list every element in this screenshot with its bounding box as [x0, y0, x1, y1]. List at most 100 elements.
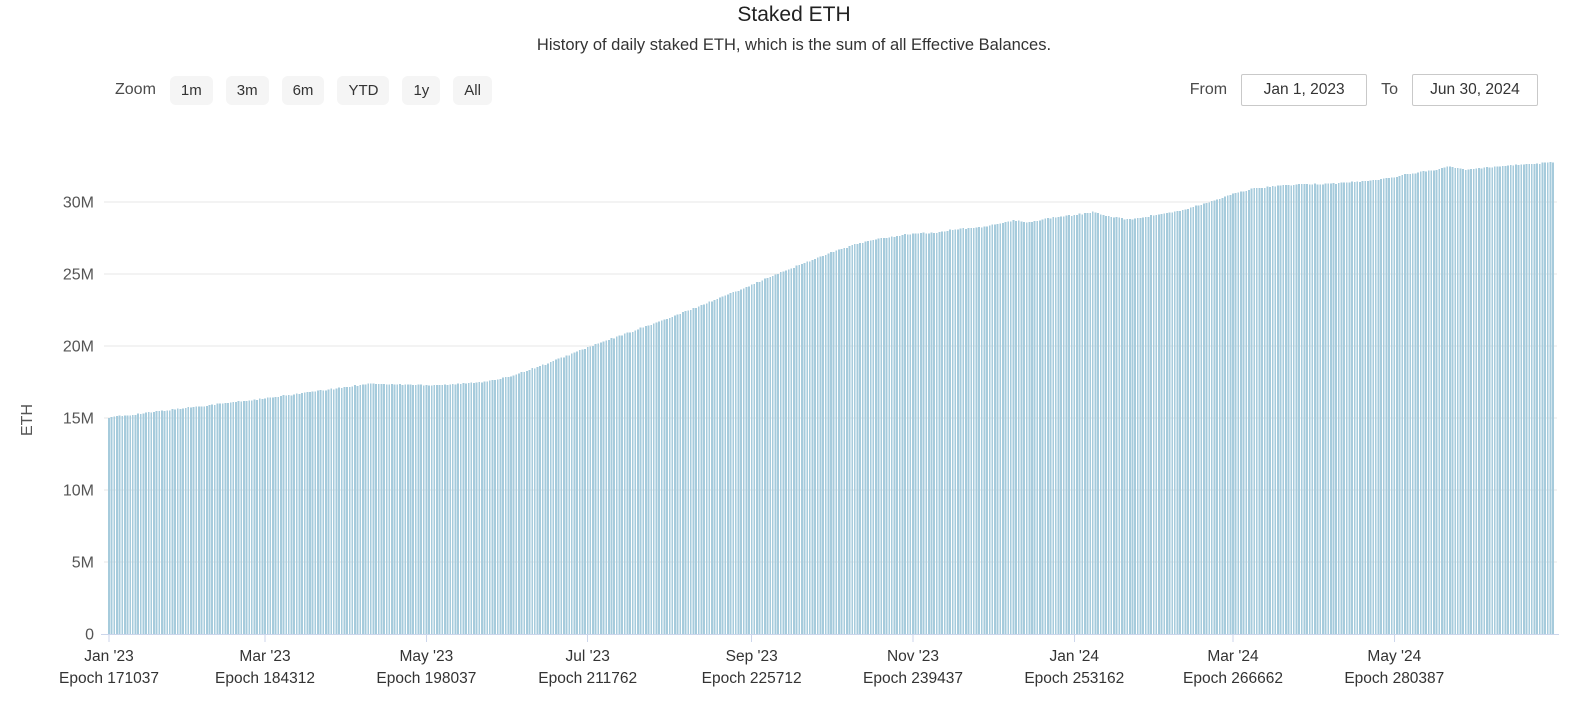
column-bar[interactable]	[1435, 169, 1438, 635]
column-bar[interactable]	[1171, 212, 1174, 634]
column-bar[interactable]	[208, 404, 211, 634]
column-bar[interactable]	[724, 295, 727, 634]
column-bar[interactable]	[642, 327, 645, 634]
column-bar[interactable]	[1089, 212, 1092, 634]
column-bar[interactable]	[1065, 215, 1068, 634]
column-bar[interactable]	[1232, 193, 1234, 634]
column-bar[interactable]	[1263, 187, 1266, 634]
column-bar[interactable]	[1454, 167, 1457, 634]
column-bar[interactable]	[131, 415, 134, 634]
column-bar[interactable]	[851, 245, 854, 634]
column-bar[interactable]	[1184, 209, 1187, 634]
column-bar[interactable]	[475, 382, 478, 634]
column-bar[interactable]	[1396, 176, 1398, 634]
column-bar[interactable]	[1158, 214, 1160, 635]
column-bar[interactable]	[964, 228, 967, 634]
column-bar[interactable]	[980, 227, 983, 634]
column-bar[interactable]	[1329, 183, 1332, 634]
column-bar[interactable]	[1221, 198, 1224, 634]
column-bar[interactable]	[726, 294, 729, 634]
column-bar[interactable]	[126, 415, 129, 634]
column-bar[interactable]	[232, 401, 235, 634]
column-bar[interactable]	[1097, 213, 1100, 634]
column-bar[interactable]	[1549, 162, 1552, 634]
column-bar[interactable]	[629, 332, 631, 634]
column-bar[interactable]	[935, 232, 938, 634]
column-bar[interactable]	[1076, 214, 1078, 634]
column-bar[interactable]	[332, 389, 335, 634]
column-bar[interactable]	[893, 236, 896, 634]
column-bar[interactable]	[562, 357, 565, 634]
column-bar[interactable]	[1319, 184, 1322, 634]
column-bar[interactable]	[705, 303, 708, 634]
column-bar[interactable]	[428, 385, 430, 634]
column-bar[interactable]	[1528, 163, 1531, 634]
column-bar[interactable]	[602, 341, 605, 634]
column-bar[interactable]	[819, 256, 822, 634]
column-bar[interactable]	[544, 364, 547, 634]
column-bar[interactable]	[401, 384, 404, 634]
column-bar[interactable]	[306, 392, 309, 634]
column-bar[interactable]	[417, 384, 420, 634]
column-bar[interactable]	[221, 403, 224, 634]
column-bar[interactable]	[1033, 220, 1036, 634]
column-bar[interactable]	[1242, 191, 1245, 635]
column-bar[interactable]	[391, 383, 393, 634]
column-bar[interactable]	[959, 228, 962, 634]
column-bar[interactable]	[539, 365, 541, 634]
column-bar[interactable]	[650, 325, 653, 634]
column-bar[interactable]	[1290, 185, 1293, 634]
column-bar[interactable]	[290, 395, 293, 634]
column-bar[interactable]	[896, 235, 899, 634]
column-bar[interactable]	[1279, 185, 1282, 634]
column-bar[interactable]	[1316, 184, 1319, 635]
column-bar[interactable]	[753, 283, 756, 634]
column-bar[interactable]	[1229, 195, 1232, 634]
column-bar[interactable]	[978, 226, 980, 635]
column-bar[interactable]	[814, 259, 817, 634]
column-bar[interactable]	[880, 237, 883, 634]
column-bar[interactable]	[1128, 219, 1131, 635]
column-bar[interactable]	[137, 413, 139, 634]
column-bar[interactable]	[533, 368, 536, 634]
column-bar[interactable]	[383, 383, 385, 634]
column-bar[interactable]	[1176, 210, 1179, 634]
column-bar[interactable]	[256, 399, 258, 634]
column-bar[interactable]	[1094, 212, 1097, 634]
column-bar[interactable]	[219, 403, 221, 634]
column-bar[interactable]	[372, 383, 375, 634]
column-bar[interactable]	[1446, 166, 1449, 634]
column-bar[interactable]	[1348, 182, 1351, 634]
column-bar[interactable]	[375, 384, 378, 634]
column-bar[interactable]	[1356, 181, 1359, 634]
column-bar[interactable]	[1002, 222, 1004, 634]
column-bar[interactable]	[261, 398, 264, 634]
column-bar[interactable]	[1173, 211, 1176, 634]
column-bar[interactable]	[190, 407, 192, 634]
column-bar[interactable]	[1073, 214, 1076, 634]
column-bar[interactable]	[570, 353, 573, 634]
column-bar[interactable]	[626, 332, 629, 634]
column-bar[interactable]	[1195, 205, 1197, 634]
column-bar[interactable]	[200, 406, 203, 634]
column-bar[interactable]	[1491, 167, 1494, 635]
column-bar[interactable]	[449, 384, 452, 634]
column-bar[interactable]	[1406, 174, 1409, 634]
column-bar[interactable]	[761, 280, 764, 634]
column-bar[interactable]	[1377, 180, 1380, 635]
column-bar[interactable]	[600, 342, 602, 635]
column-bar[interactable]	[425, 384, 428, 634]
column-bar[interactable]	[266, 397, 269, 634]
column-bar[interactable]	[1110, 217, 1113, 634]
column-bar[interactable]	[927, 233, 930, 634]
column-bar[interactable]	[142, 413, 145, 634]
column-bar[interactable]	[1438, 168, 1441, 634]
column-bar[interactable]	[750, 284, 753, 634]
column-bar[interactable]	[882, 238, 885, 634]
column-bar[interactable]	[771, 276, 774, 634]
column-bar[interactable]	[816, 257, 819, 634]
column-bar[interactable]	[158, 410, 161, 634]
column-bar[interactable]	[224, 402, 227, 634]
column-bar[interactable]	[547, 363, 549, 634]
column-bar[interactable]	[1496, 166, 1499, 635]
